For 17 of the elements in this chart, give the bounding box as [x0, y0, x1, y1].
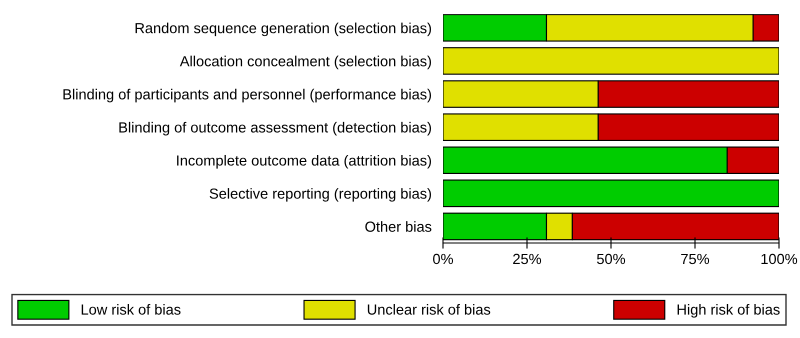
y-tick-label: Allocation concealment (selection bias)	[180, 56, 431, 70]
legend-label: Low risk of bias	[82, 304, 181, 315]
y-tick-label: Selective reporting (reporting bias)	[210, 188, 431, 202]
legend-label: High risk of bias	[678, 304, 780, 318]
x-tick-label: 25%	[513, 254, 542, 264]
y-tick-label: Incomplete outcome data (attrition bias)	[177, 154, 432, 169]
x-tick-label: 0%	[433, 254, 454, 264]
bar	[443, 47, 779, 75]
y-tick-label: Other bias	[365, 221, 432, 232]
x-tick-label: 100%	[761, 254, 798, 264]
bar	[443, 180, 779, 208]
y-tick-label: Blinding of participants and personnel (performance bias)	[63, 88, 432, 102]
y-tick-label: Random sequence generation (selection bias)	[136, 22, 432, 36]
x-tick-label: 75%	[681, 254, 710, 264]
legend-label: Unclear risk of bias	[368, 304, 490, 315]
x-tick-label: 50%	[596, 254, 626, 264]
y-tick-label: Blinding of outcome assessment (detection bias)	[119, 122, 432, 136]
